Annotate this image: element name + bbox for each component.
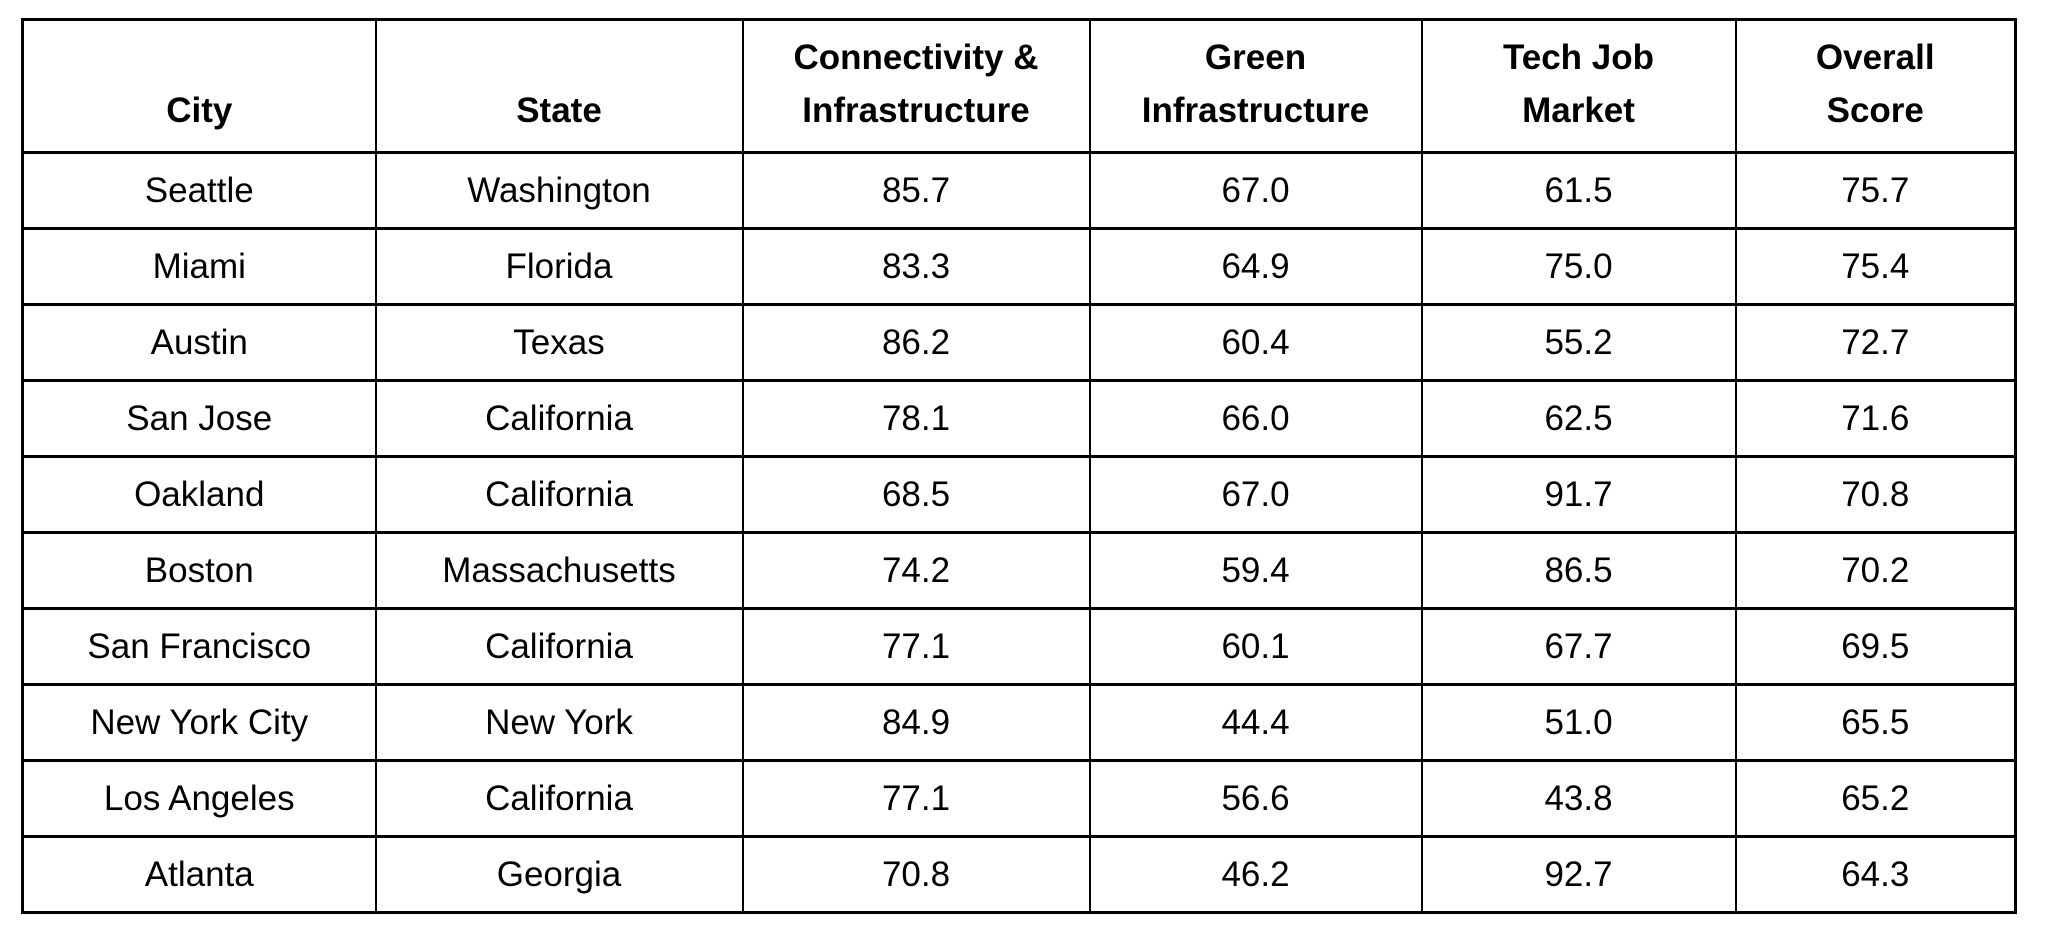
- cell-green-infrastructure: 60.1: [1088, 607, 1423, 686]
- cell-city: Atlanta: [21, 835, 377, 914]
- cell-overall-score: 71.6: [1734, 379, 2017, 458]
- cell-state: Washington: [374, 151, 744, 230]
- cell-green-infrastructure: 67.0: [1088, 151, 1423, 230]
- cell-tech-job-market: 61.5: [1420, 151, 1737, 230]
- cell-green-infrastructure: 46.2: [1088, 835, 1423, 914]
- cell-green-infrastructure: 44.4: [1088, 683, 1423, 762]
- cell-state: Florida: [374, 227, 744, 306]
- cell-overall-score: 69.5: [1734, 607, 2017, 686]
- cell-connectivity-infrastructure: 83.3: [741, 227, 1091, 306]
- table-body: Seattle Washington 85.7 67.0 61.5 75.7 M…: [21, 151, 2017, 914]
- cell-tech-job-market: 67.7: [1420, 607, 1737, 686]
- cell-state: Massachusetts: [374, 531, 744, 610]
- table-row-miami: Miami Florida 83.3 64.9 75.0 75.4: [21, 227, 2017, 306]
- table-row-oakland: Oakland California 68.5 67.0 91.7 70.8: [21, 455, 2017, 534]
- cell-connectivity-infrastructure: 74.2: [741, 531, 1091, 610]
- table-row-austin: Austin Texas 86.2 60.4 55.2 72.7: [21, 303, 2017, 382]
- cell-city: San Francisco: [21, 607, 377, 686]
- cell-city: Seattle: [21, 151, 377, 230]
- header-row: City State Connectivity & Infrastructure…: [21, 18, 2017, 154]
- cell-city: Austin: [21, 303, 377, 382]
- cell-state: California: [374, 759, 744, 838]
- cell-green-infrastructure: 56.6: [1088, 759, 1423, 838]
- cell-overall-score: 65.2: [1734, 759, 2017, 838]
- cell-tech-job-market: 86.5: [1420, 531, 1737, 610]
- cell-tech-job-market: 75.0: [1420, 227, 1737, 306]
- cell-state: New York: [374, 683, 744, 762]
- cell-green-infrastructure: 60.4: [1088, 303, 1423, 382]
- cell-overall-score: 75.7: [1734, 151, 2017, 230]
- cell-overall-score: 64.3: [1734, 835, 2017, 914]
- cell-connectivity-infrastructure: 86.2: [741, 303, 1091, 382]
- cell-overall-score: 70.2: [1734, 531, 2017, 610]
- city-scores-table: City State Connectivity & Infrastructure…: [21, 18, 2017, 914]
- table-row-new-york-city: New York City New York 84.9 44.4 51.0 65…: [21, 683, 2017, 762]
- column-header-city: City: [21, 18, 377, 154]
- cell-tech-job-market: 43.8: [1420, 759, 1737, 838]
- cell-tech-job-market: 51.0: [1420, 683, 1737, 762]
- city-scores-table-container: City State Connectivity & Infrastructure…: [21, 18, 2017, 914]
- column-header-connectivity-infrastructure: Connectivity & Infrastructure: [741, 18, 1091, 154]
- cell-tech-job-market: 92.7: [1420, 835, 1737, 914]
- column-header-tech-job-market: Tech Job Market: [1420, 18, 1737, 154]
- table-header: City State Connectivity & Infrastructure…: [21, 18, 2017, 154]
- cell-green-infrastructure: 64.9: [1088, 227, 1423, 306]
- cell-city: Miami: [21, 227, 377, 306]
- table-row-boston: Boston Massachusetts 74.2 59.4 86.5 70.2: [21, 531, 2017, 610]
- cell-green-infrastructure: 67.0: [1088, 455, 1423, 534]
- column-header-state: State: [374, 18, 744, 154]
- table-row-seattle: Seattle Washington 85.7 67.0 61.5 75.7: [21, 151, 2017, 230]
- cell-state: California: [374, 379, 744, 458]
- table-row-los-angeles: Los Angeles California 77.1 56.6 43.8 65…: [21, 759, 2017, 838]
- cell-tech-job-market: 62.5: [1420, 379, 1737, 458]
- cell-connectivity-infrastructure: 77.1: [741, 607, 1091, 686]
- cell-connectivity-infrastructure: 85.7: [741, 151, 1091, 230]
- cell-city: Boston: [21, 531, 377, 610]
- cell-overall-score: 65.5: [1734, 683, 2017, 762]
- cell-overall-score: 70.8: [1734, 455, 2017, 534]
- cell-connectivity-infrastructure: 68.5: [741, 455, 1091, 534]
- cell-connectivity-infrastructure: 84.9: [741, 683, 1091, 762]
- column-header-green-infrastructure: Green Infrastructure: [1088, 18, 1423, 154]
- cell-tech-job-market: 55.2: [1420, 303, 1737, 382]
- cell-city: New York City: [21, 683, 377, 762]
- cell-green-infrastructure: 66.0: [1088, 379, 1423, 458]
- cell-connectivity-infrastructure: 70.8: [741, 835, 1091, 914]
- cell-connectivity-infrastructure: 78.1: [741, 379, 1091, 458]
- cell-connectivity-infrastructure: 77.1: [741, 759, 1091, 838]
- cell-overall-score: 75.4: [1734, 227, 2017, 306]
- cell-green-infrastructure: 59.4: [1088, 531, 1423, 610]
- column-header-overall-score: Overall Score: [1734, 18, 2017, 154]
- table-row-san-francisco: San Francisco California 77.1 60.1 67.7 …: [21, 607, 2017, 686]
- cell-city: Oakland: [21, 455, 377, 534]
- cell-city: Los Angeles: [21, 759, 377, 838]
- cell-state: Texas: [374, 303, 744, 382]
- table-row-san-jose: San Jose California 78.1 66.0 62.5 71.6: [21, 379, 2017, 458]
- cell-state: Georgia: [374, 835, 744, 914]
- table-row-atlanta: Atlanta Georgia 70.8 46.2 92.7 64.3: [21, 835, 2017, 914]
- cell-city: San Jose: [21, 379, 377, 458]
- cell-state: California: [374, 455, 744, 534]
- cell-state: California: [374, 607, 744, 686]
- cell-tech-job-market: 91.7: [1420, 455, 1737, 534]
- cell-overall-score: 72.7: [1734, 303, 2017, 382]
